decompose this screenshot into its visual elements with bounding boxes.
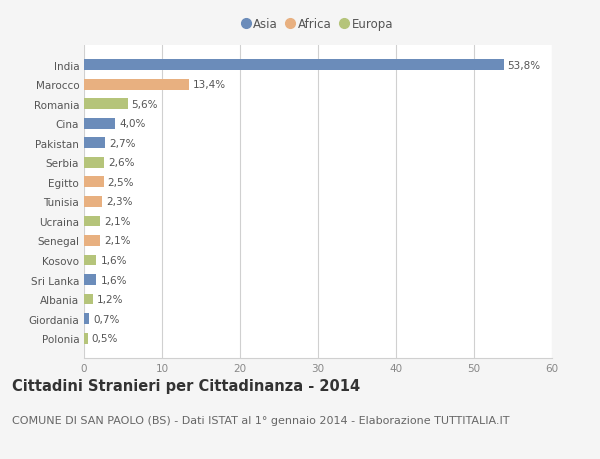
Bar: [84, 274, 97, 285]
Bar: [84, 235, 100, 246]
Bar: [84, 99, 128, 110]
Text: 2,7%: 2,7%: [109, 139, 136, 148]
Text: 1,2%: 1,2%: [97, 295, 124, 304]
Bar: [84, 157, 104, 168]
Bar: [84, 255, 97, 266]
Text: 13,4%: 13,4%: [193, 80, 226, 90]
Bar: [84, 216, 100, 227]
Text: COMUNE DI SAN PAOLO (BS) - Dati ISTAT al 1° gennaio 2014 - Elaborazione TUTTITAL: COMUNE DI SAN PAOLO (BS) - Dati ISTAT al…: [12, 415, 509, 425]
Bar: [84, 60, 503, 71]
Text: 0,5%: 0,5%: [92, 334, 118, 343]
Text: 1,6%: 1,6%: [100, 275, 127, 285]
Text: 2,1%: 2,1%: [104, 217, 131, 226]
Text: 4,0%: 4,0%: [119, 119, 145, 129]
Bar: [84, 79, 188, 90]
Bar: [84, 333, 88, 344]
Bar: [84, 138, 105, 149]
Text: 0,7%: 0,7%: [94, 314, 120, 324]
Bar: [84, 196, 102, 207]
Text: 53,8%: 53,8%: [508, 61, 541, 70]
Text: 2,6%: 2,6%: [108, 158, 134, 168]
Bar: [84, 118, 115, 129]
Bar: [84, 294, 94, 305]
Text: 2,3%: 2,3%: [106, 197, 133, 207]
Bar: [84, 177, 104, 188]
Text: 2,1%: 2,1%: [104, 236, 131, 246]
Text: 2,5%: 2,5%: [107, 178, 134, 187]
Legend: Asia, Africa, Europa: Asia, Africa, Europa: [239, 14, 397, 34]
Text: Cittadini Stranieri per Cittadinanza - 2014: Cittadini Stranieri per Cittadinanza - 2…: [12, 379, 360, 394]
Text: 5,6%: 5,6%: [131, 100, 158, 109]
Text: 1,6%: 1,6%: [100, 256, 127, 265]
Bar: [84, 313, 89, 325]
